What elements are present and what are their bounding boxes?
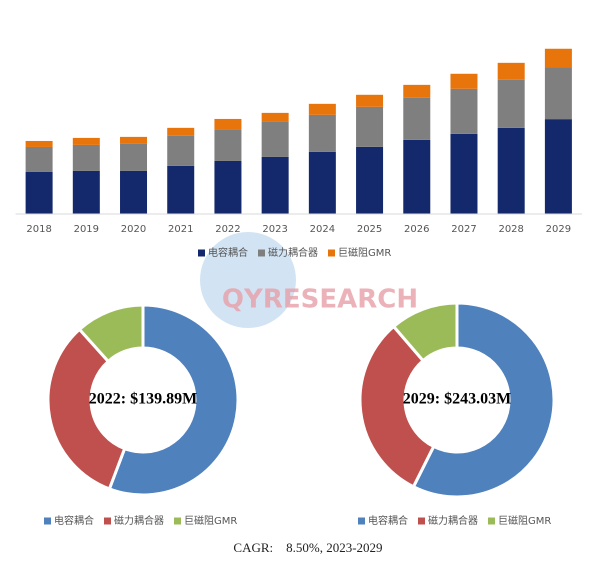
bar-segment — [120, 143, 148, 171]
x-tick-label: 2022 — [215, 224, 240, 235]
legend-label: 电容耦合 — [208, 246, 248, 259]
bar-segment — [544, 119, 572, 214]
x-tick-label: 2025 — [357, 224, 382, 235]
x-tick-label: 2021 — [168, 224, 193, 235]
bar-segment — [167, 165, 195, 214]
x-tick-label: 2027 — [451, 224, 476, 235]
bar-segment — [450, 73, 478, 89]
bar-segment — [356, 146, 384, 214]
bar-segment — [214, 118, 242, 130]
legend-swatch — [174, 517, 181, 525]
legend-swatch — [258, 249, 265, 257]
legend-label: 磁力耦合器 — [428, 514, 478, 527]
legend-swatch — [44, 517, 51, 525]
legend-label: 巨磁阻GMR — [498, 514, 551, 527]
legend-label: 电容耦合 — [368, 514, 408, 527]
x-tick-label: 2023 — [262, 224, 287, 235]
x-tick-label: 2026 — [404, 224, 429, 235]
donut-slice — [46, 327, 127, 491]
bar-segment — [308, 103, 336, 115]
bar-segment — [167, 135, 195, 166]
donut-title: 2022: $139.89M — [89, 391, 197, 408]
bar-segment — [120, 136, 148, 144]
donut-slice — [77, 303, 145, 364]
donut-title: 2029: $243.03M — [403, 391, 511, 408]
x-tick-label: 2024 — [310, 224, 335, 235]
bar-segment — [497, 127, 525, 214]
bar-segment — [544, 67, 572, 120]
bar-segment — [308, 114, 336, 152]
legend-swatch — [488, 517, 495, 525]
bar-segment — [261, 156, 289, 214]
bar-segment — [261, 112, 289, 122]
bar-segment — [261, 121, 289, 157]
bar-segment — [214, 129, 242, 161]
donut-slice — [358, 324, 436, 489]
bar-segment — [25, 171, 53, 214]
legend-swatch — [418, 517, 425, 525]
bar-segment — [72, 137, 100, 145]
legend-label: 巨磁阻GMR — [184, 514, 237, 527]
legend-swatch — [198, 249, 205, 257]
legend-label: 磁力耦合器 — [114, 514, 164, 527]
footer: CAGR: 8.50%, 2023-2029 — [233, 540, 382, 555]
legend-label: 巨磁阻GMR — [338, 246, 391, 259]
legend-swatch — [358, 517, 365, 525]
bar-segment — [167, 127, 195, 136]
bar-segment — [403, 97, 431, 140]
bar-segment — [497, 79, 525, 128]
bar-segment — [356, 106, 384, 147]
watermark: QYRESEARCH — [222, 285, 418, 315]
bar-segment — [214, 160, 242, 214]
x-tick-label: 2029 — [546, 224, 571, 235]
bar-segment — [544, 48, 572, 68]
bar-segment — [450, 133, 478, 214]
legend-swatch — [104, 517, 111, 525]
bar-segment — [450, 88, 478, 134]
legend-swatch — [328, 249, 335, 257]
x-tick-label: 2019 — [74, 224, 99, 235]
bar-segment — [403, 139, 431, 214]
bar-segment — [403, 84, 431, 98]
watermark-logo — [200, 232, 296, 328]
bar-segment — [72, 144, 100, 171]
bar-segment — [25, 140, 53, 147]
logo-globe — [200, 232, 296, 328]
donut-slice — [411, 301, 556, 499]
legend-label: 电容耦合 — [54, 514, 94, 527]
donut-slice — [391, 301, 459, 363]
bar-segment — [356, 94, 384, 107]
bar-segment — [497, 62, 525, 80]
x-tick-label: 2018 — [26, 224, 51, 235]
bar-segment — [308, 151, 336, 214]
bar-segment — [25, 146, 53, 172]
bar-segment — [120, 170, 148, 214]
donut-slice — [107, 303, 240, 497]
x-tick-label: 2020 — [121, 224, 146, 235]
bar-segment — [72, 170, 100, 214]
legend-label: 磁力耦合器 — [268, 246, 318, 259]
x-tick-label: 2028 — [498, 224, 523, 235]
